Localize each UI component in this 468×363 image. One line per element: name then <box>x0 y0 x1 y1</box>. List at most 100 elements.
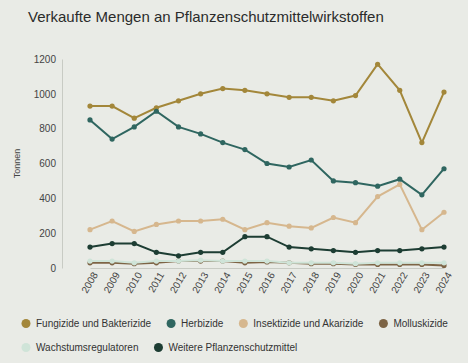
x-tick-label: 2018 <box>300 270 321 295</box>
point <box>198 258 203 263</box>
point <box>220 258 225 263</box>
y-axis-title: Tonnen <box>12 149 22 179</box>
x-tick: 2023 <box>411 268 432 295</box>
plot-area <box>87 62 446 268</box>
series <box>87 182 446 234</box>
legend-swatch <box>379 319 388 328</box>
point <box>176 258 181 263</box>
series-line <box>90 184 444 231</box>
point <box>397 88 402 93</box>
y-tick-label: 200 <box>39 228 56 239</box>
x-tick: 2011 <box>146 268 166 294</box>
point <box>331 261 336 266</box>
point <box>287 164 292 169</box>
x-tick: 2016 <box>256 268 277 295</box>
y-tick: 1000 <box>34 89 62 100</box>
x-tick-label: 2019 <box>323 270 344 295</box>
point <box>154 222 159 227</box>
point <box>198 131 203 136</box>
x-tick-label: 2009 <box>101 270 122 295</box>
point <box>331 178 336 183</box>
point <box>287 224 292 229</box>
point <box>441 260 446 265</box>
legend-label: Weitere Pflanzenschutzmittel <box>168 342 297 353</box>
chart: Verkaufte Mengen an Pflanzenschutzmittel… <box>0 0 468 363</box>
x-tick-label: 2016 <box>256 270 277 295</box>
y-tick-label: 1200 <box>34 54 57 65</box>
point <box>375 194 380 199</box>
point <box>220 86 225 91</box>
point <box>353 250 358 255</box>
legend: Fungizide und BakterizideHerbizideInsekt… <box>22 318 449 353</box>
point <box>176 258 181 263</box>
point <box>331 260 336 265</box>
point <box>132 261 137 266</box>
point <box>441 210 446 215</box>
legend-item: Herbizide <box>167 318 224 329</box>
legend-label: Insektizide und Akarizide <box>253 318 364 329</box>
legend-item: Molluskizide <box>379 318 448 329</box>
y-tick: 800 <box>39 123 62 134</box>
legend-item: Insektizide und Akarizide <box>239 318 364 329</box>
x-tick: 2017 <box>278 268 299 295</box>
point <box>110 241 115 246</box>
point <box>309 261 314 266</box>
point <box>309 246 314 251</box>
y-tick-label: 0 <box>50 263 56 274</box>
point <box>375 62 380 67</box>
point <box>309 260 314 265</box>
point <box>419 140 424 145</box>
point <box>87 245 92 250</box>
point <box>264 220 269 225</box>
y-tick: 1200 <box>34 54 62 65</box>
x-tick: 2022 <box>389 268 410 295</box>
point <box>287 245 292 250</box>
y-tick: 200 <box>39 228 62 239</box>
point <box>353 262 358 267</box>
point <box>309 95 314 100</box>
point <box>375 248 380 253</box>
series-line <box>90 111 444 195</box>
x-tick-label: 2021 <box>367 270 388 295</box>
y-tick: 400 <box>39 193 62 204</box>
background <box>0 0 468 363</box>
point <box>441 166 446 171</box>
point <box>419 246 424 251</box>
point <box>220 140 225 145</box>
point <box>242 234 247 239</box>
point <box>87 103 92 108</box>
point <box>132 229 137 234</box>
point <box>419 260 424 265</box>
point <box>198 258 203 263</box>
x-tick-label: 2020 <box>345 270 366 295</box>
point <box>419 227 424 232</box>
point <box>198 218 203 223</box>
legend-label: Molluskizide <box>393 318 448 329</box>
point <box>110 218 115 223</box>
point <box>176 98 181 103</box>
y-tick-label: 800 <box>39 123 56 134</box>
point <box>397 182 402 187</box>
legend-swatch <box>167 319 176 328</box>
point <box>264 91 269 96</box>
point <box>132 124 137 129</box>
point <box>353 93 358 98</box>
x-tick-label: 2008 <box>79 270 100 295</box>
point <box>110 103 115 108</box>
title: Verkaufte Mengen an Pflanzenschutzmittel… <box>28 8 384 25</box>
point <box>176 124 181 129</box>
point <box>353 261 358 266</box>
x-tick-label: 2011 <box>146 270 166 295</box>
x-tick-label: 2012 <box>168 270 189 295</box>
point <box>176 253 181 258</box>
legend-swatch <box>239 319 248 328</box>
y-tick-label: 400 <box>39 193 56 204</box>
point <box>287 260 292 265</box>
x-tick-label: 2017 <box>278 270 299 295</box>
point <box>87 117 92 122</box>
x-tick: 2013 <box>190 268 211 295</box>
x-tick-label: 2014 <box>212 270 233 295</box>
point <box>264 258 269 263</box>
point <box>242 88 247 93</box>
series <box>87 62 446 146</box>
